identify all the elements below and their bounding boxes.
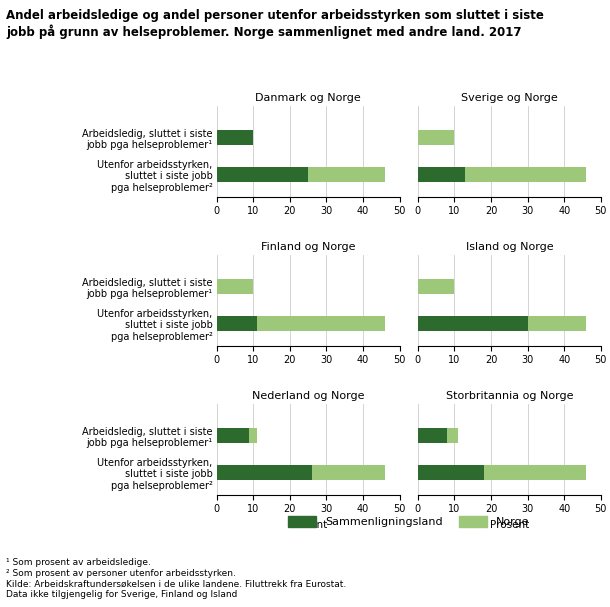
Bar: [418, 465, 484, 480]
X-axis label: Prosent: Prosent: [289, 520, 328, 530]
Text: Andel arbeidsledige og andel personer utenfor arbeidsstyrken som sluttet i siste: Andel arbeidsledige og andel personer ut…: [6, 9, 544, 39]
Bar: [418, 316, 586, 331]
Title: Finland og Norge: Finland og Norge: [261, 242, 355, 252]
Title: Sverige og Norge: Sverige og Norge: [461, 93, 558, 103]
Bar: [418, 130, 454, 145]
Title: Island og Norge: Island og Norge: [465, 242, 553, 252]
Bar: [418, 429, 458, 443]
Bar: [217, 465, 385, 480]
Bar: [418, 465, 586, 480]
Bar: [217, 167, 308, 182]
Bar: [217, 316, 257, 331]
Title: Storbritannia og Norge: Storbritannia og Norge: [445, 391, 573, 401]
Bar: [217, 465, 312, 480]
Bar: [217, 130, 253, 145]
Bar: [217, 279, 253, 294]
Legend: Sammenligningsland, Norge: Sammenligningsland, Norge: [284, 512, 534, 532]
Bar: [217, 429, 249, 443]
Bar: [217, 316, 385, 331]
Title: Danmark og Norge: Danmark og Norge: [255, 93, 361, 103]
X-axis label: Prosent: Prosent: [490, 520, 529, 530]
Title: Nederland og Norge: Nederland og Norge: [252, 391, 364, 401]
Bar: [217, 429, 257, 443]
Bar: [418, 279, 454, 294]
Bar: [217, 167, 385, 182]
Bar: [217, 130, 253, 145]
Bar: [418, 167, 465, 182]
Bar: [418, 429, 447, 443]
Bar: [418, 316, 528, 331]
Text: ¹ Som prosent av arbeidsledige.
² Som prosent av personer utenfor arbeidsstyrken: ¹ Som prosent av arbeidsledige. ² Som pr…: [6, 558, 346, 599]
Bar: [418, 167, 586, 182]
